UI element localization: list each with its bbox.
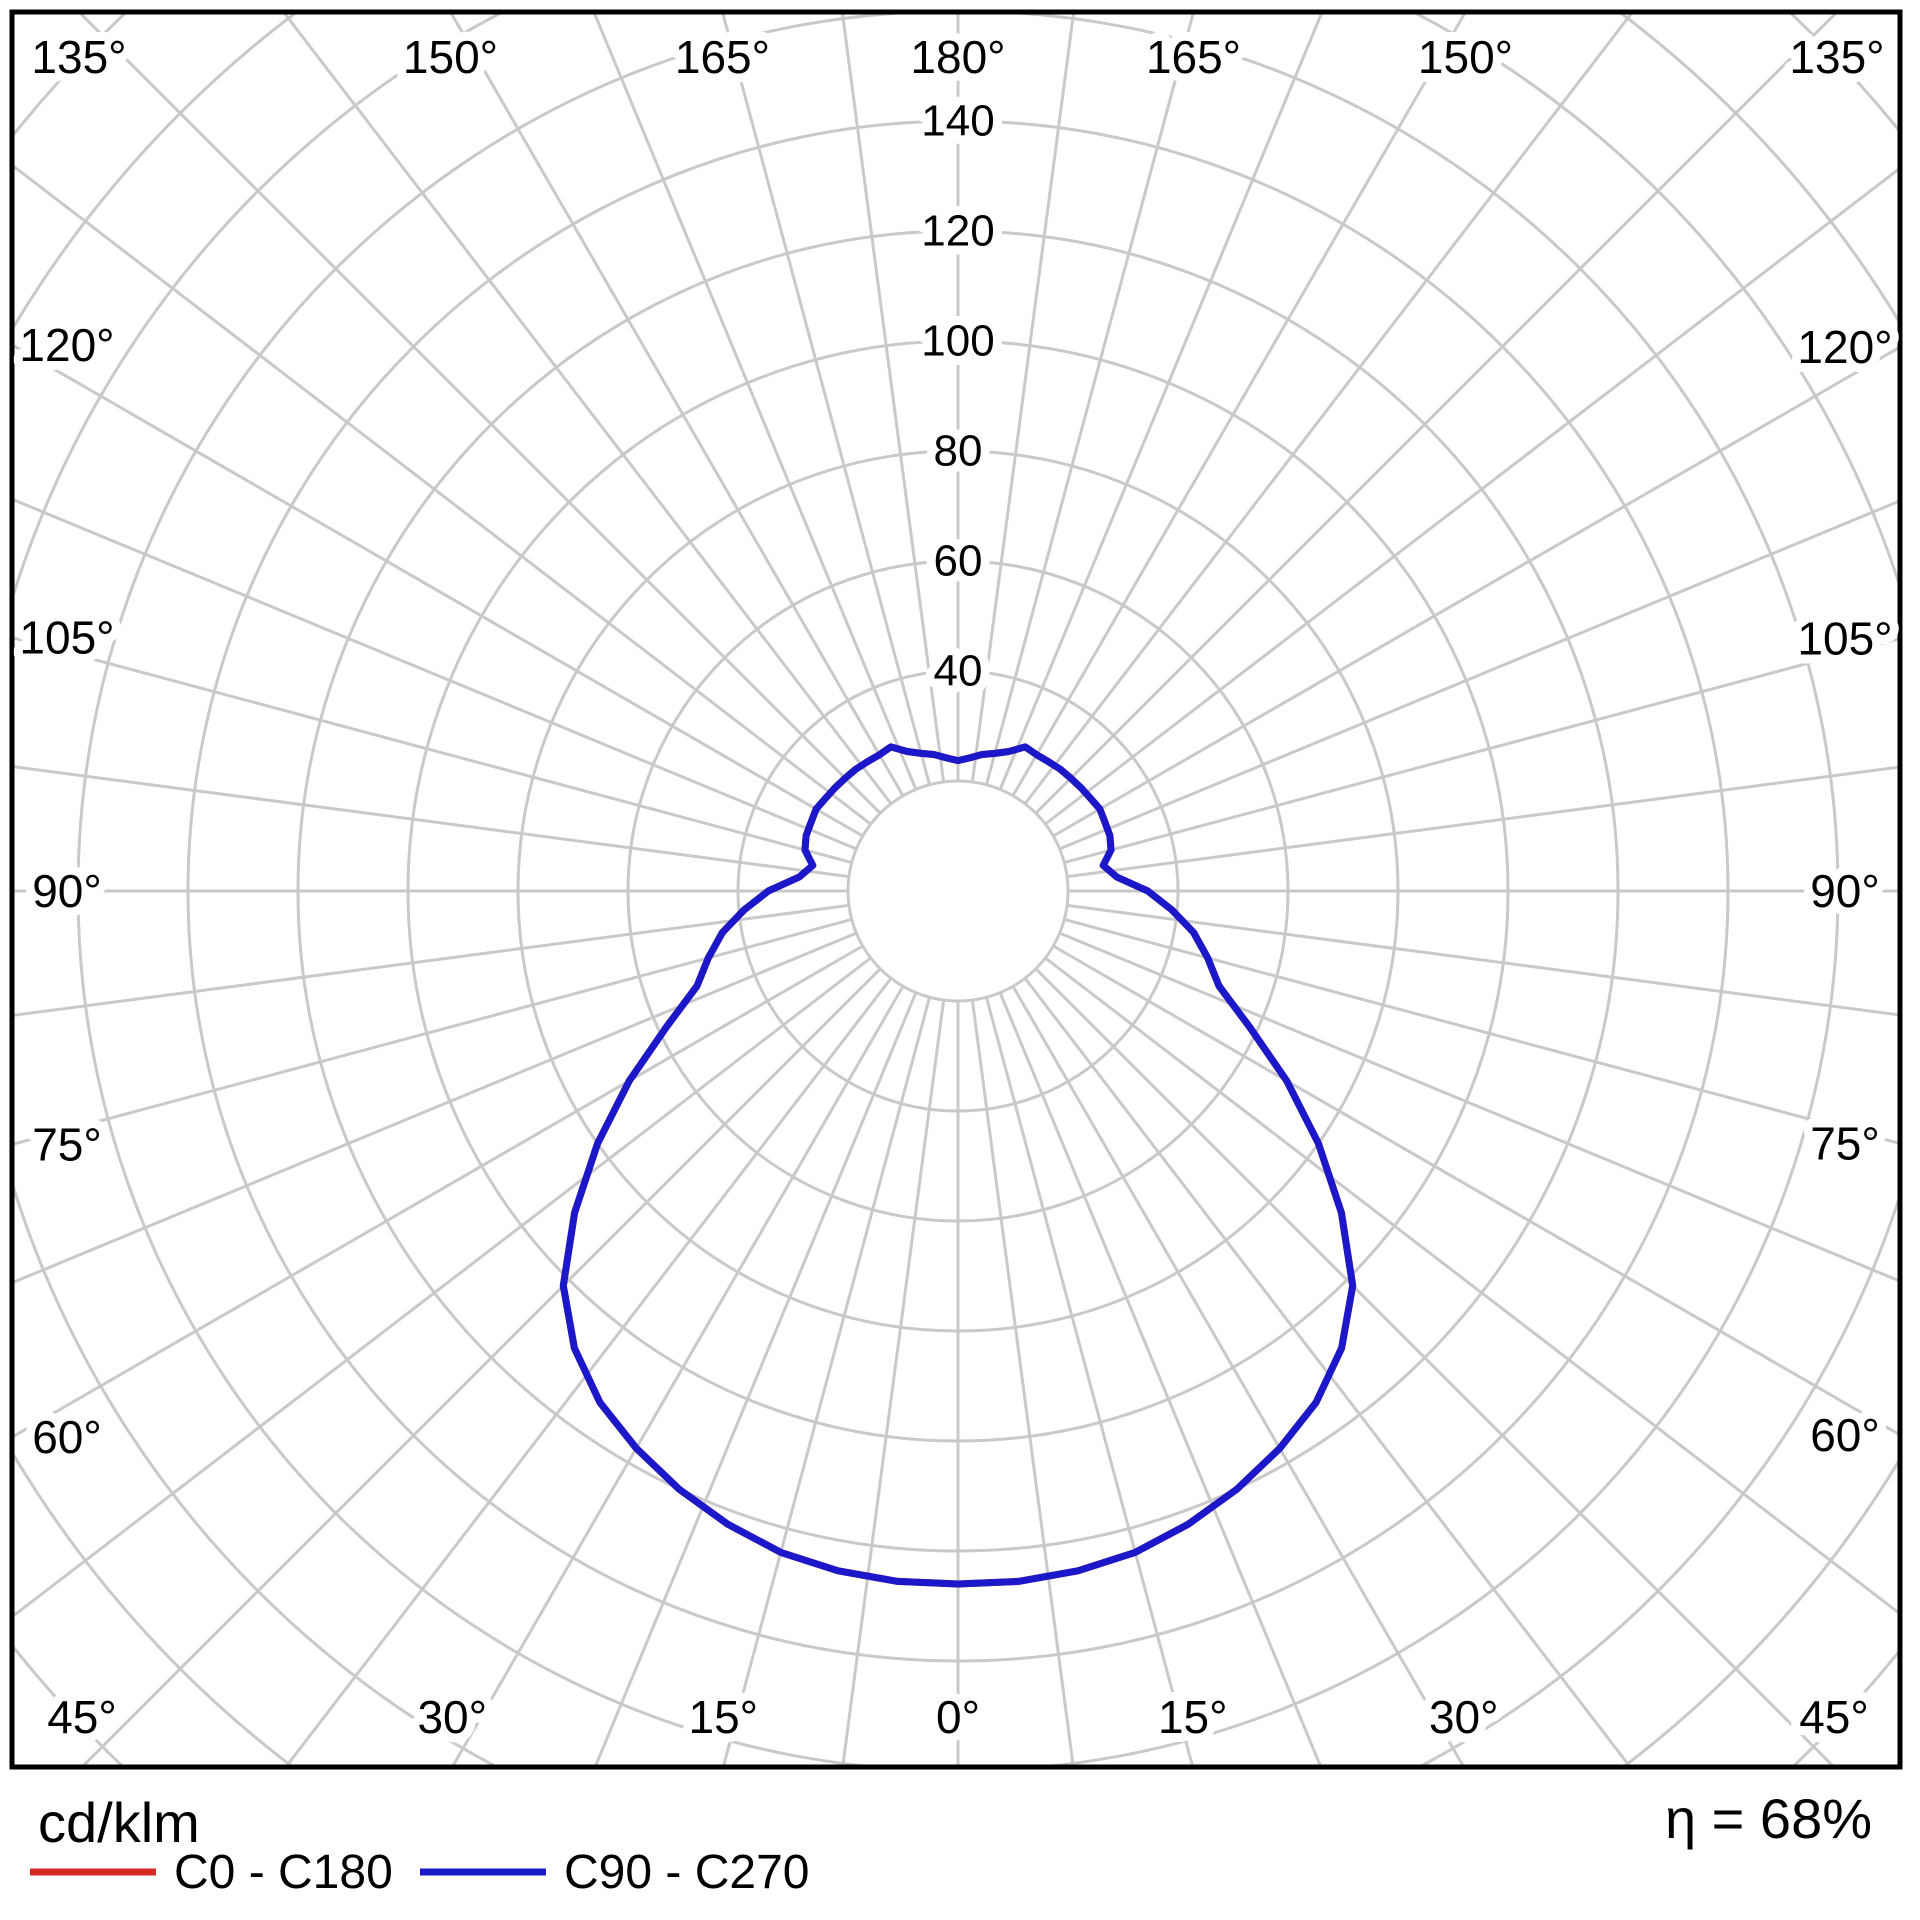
grid-radial-line — [449, 14, 905, 797]
angle-label: 90° — [32, 865, 102, 917]
grid-radial-line — [1044, 167, 1898, 826]
grid-radial-line — [14, 903, 850, 1017]
grid-radial-line — [14, 498, 857, 851]
angle-label: 30° — [417, 1691, 487, 1743]
grid-radial-line — [1034, 14, 1838, 815]
grid-radial-line — [14, 918, 853, 1146]
grid-radial-line — [14, 636, 853, 864]
grid-radial-line — [970, 999, 1075, 1765]
units-label: cd/klm — [38, 1791, 200, 1854]
grid-radial-line — [285, 977, 893, 1765]
grid-radial-line — [14, 344, 864, 838]
ring-value-label: 140 — [921, 97, 994, 146]
angle-label: 105° — [19, 612, 114, 664]
angle-label: 75° — [1810, 1117, 1880, 1169]
angle-label: 120° — [19, 319, 114, 371]
grid-radial-line — [1059, 500, 1898, 851]
grid-radial-line — [78, 14, 882, 815]
grid-radial-line — [1052, 944, 1898, 1436]
efficiency-label: η = 68% — [1665, 1787, 1872, 1850]
grid-radial-line — [970, 14, 1075, 783]
angle-label: 15° — [1158, 1691, 1228, 1743]
angle-label: 165° — [675, 31, 770, 83]
angle-label: 165° — [1146, 31, 1241, 83]
grid-radial-line — [1063, 637, 1898, 864]
grid-radial-line — [841, 999, 946, 1765]
angle-label: 45° — [47, 1691, 117, 1743]
legend: C0 - C180 C90 - C270 — [30, 1846, 809, 1899]
grid-radial-line — [14, 164, 872, 826]
grid-ring — [846, 779, 1070, 1003]
ring-value-label: 120 — [921, 207, 994, 256]
grid-radial-line — [14, 765, 850, 879]
grid-radial-line — [1011, 14, 1467, 797]
grid-radial-line — [721, 14, 931, 786]
ring-value-label: 100 — [921, 317, 994, 366]
grid-radial-line — [594, 992, 918, 1765]
angle-label: 150° — [403, 31, 498, 83]
ring-value-label: 60 — [934, 537, 983, 586]
intensity-curves — [559, 743, 1357, 1588]
legend-label-c0-c180: C0 - C180 — [174, 1846, 393, 1899]
grid-radial-line — [1066, 903, 1898, 1017]
grid-radial-line — [14, 931, 857, 1284]
angle-label: 150° — [1418, 31, 1513, 83]
angle-label: 90° — [1810, 865, 1880, 917]
angle-label: 30° — [1429, 1691, 1499, 1743]
ring-value-label: 40 — [934, 647, 983, 696]
grid-radial-line — [14, 956, 872, 1618]
angle-label: 120° — [1797, 321, 1892, 373]
grid-radial-line — [985, 996, 1194, 1765]
angle-label: 75° — [32, 1118, 102, 1170]
grid-radial-line — [283, 14, 893, 805]
ring-value-label: 80 — [934, 427, 983, 476]
grid-radial-line — [1052, 346, 1898, 838]
grid-radial-line — [1066, 765, 1898, 879]
axis-labels: 40 60 80 100 120 140 0° 15° 15° 30° 30° 45° 45° 60° 60… — [10, 22, 1901, 1752]
angle-label: 105° — [1797, 613, 1892, 665]
grid-radial-line — [1034, 967, 1835, 1765]
grid-radial-line — [1059, 931, 1898, 1282]
grid-radial-line — [14, 944, 864, 1438]
grid-radial-line — [1023, 14, 1633, 805]
angle-label: 135° — [31, 31, 126, 83]
angle-label: 135° — [1789, 31, 1884, 83]
angle-label: 45° — [1799, 1691, 1869, 1743]
grid-radial-line — [81, 967, 882, 1765]
grid-radial-line — [1023, 977, 1631, 1765]
angle-label: 60° — [32, 1411, 102, 1463]
angle-label: 60° — [1810, 1409, 1880, 1461]
grid-radial-line — [1044, 956, 1898, 1615]
curve-c90-c270 — [559, 743, 1357, 1588]
grid-radial-line — [998, 992, 1322, 1765]
grid-radial-line — [1011, 985, 1465, 1765]
grid-ring — [14, 14, 1898, 1765]
grid-radial-line — [593, 14, 918, 790]
grid-radial-line — [985, 14, 1195, 786]
angle-label: 15° — [688, 1691, 758, 1743]
grid-radial-line — [1063, 918, 1898, 1145]
legend-label-c90-c270: C90 - C270 — [564, 1846, 809, 1899]
plot-frame — [9, 9, 1903, 1770]
angle-label: 180° — [910, 31, 1005, 83]
grid-radial-line — [841, 14, 946, 783]
grid-radial-line — [451, 985, 905, 1765]
grid-radial-line — [722, 996, 931, 1765]
frame-rect — [9, 9, 1903, 1770]
angle-label: 0° — [936, 1691, 980, 1743]
grid-radial-line — [998, 14, 1323, 790]
